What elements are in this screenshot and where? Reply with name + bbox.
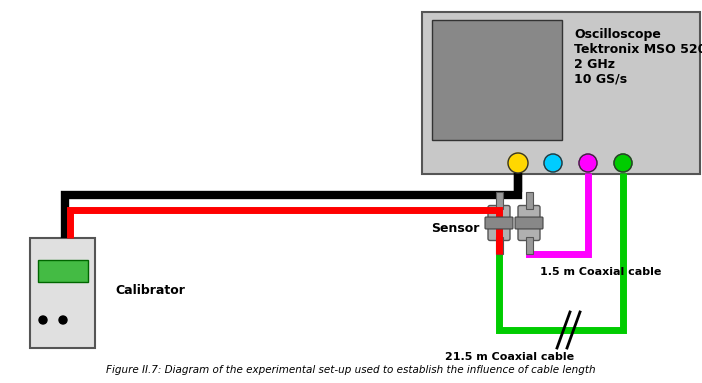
FancyBboxPatch shape — [518, 206, 540, 241]
Text: Figure II.7: Diagram of the experimental set-up used to establish the influence : Figure II.7: Diagram of the experimental… — [106, 365, 596, 375]
FancyBboxPatch shape — [432, 20, 562, 140]
Circle shape — [59, 316, 67, 324]
FancyBboxPatch shape — [526, 237, 533, 254]
Text: Oscilloscope
Tektronix MSO 5204
2 GHz
10 GS/s: Oscilloscope Tektronix MSO 5204 2 GHz 10… — [574, 28, 702, 86]
Circle shape — [544, 154, 562, 172]
FancyBboxPatch shape — [488, 206, 510, 241]
FancyBboxPatch shape — [526, 192, 533, 209]
FancyBboxPatch shape — [485, 217, 513, 229]
Text: 21.5 m Coaxial cable: 21.5 m Coaxial cable — [446, 352, 574, 362]
FancyBboxPatch shape — [496, 192, 503, 209]
Text: Calibrator: Calibrator — [115, 283, 185, 296]
FancyBboxPatch shape — [515, 217, 543, 229]
Text: 1.5 m Coaxial cable: 1.5 m Coaxial cable — [540, 267, 661, 277]
Text: Sensor: Sensor — [432, 221, 480, 234]
Circle shape — [579, 154, 597, 172]
FancyBboxPatch shape — [30, 238, 95, 348]
FancyBboxPatch shape — [38, 260, 88, 282]
FancyBboxPatch shape — [422, 12, 700, 174]
Circle shape — [614, 154, 632, 172]
Circle shape — [508, 153, 528, 173]
Circle shape — [39, 316, 47, 324]
FancyBboxPatch shape — [496, 237, 503, 254]
